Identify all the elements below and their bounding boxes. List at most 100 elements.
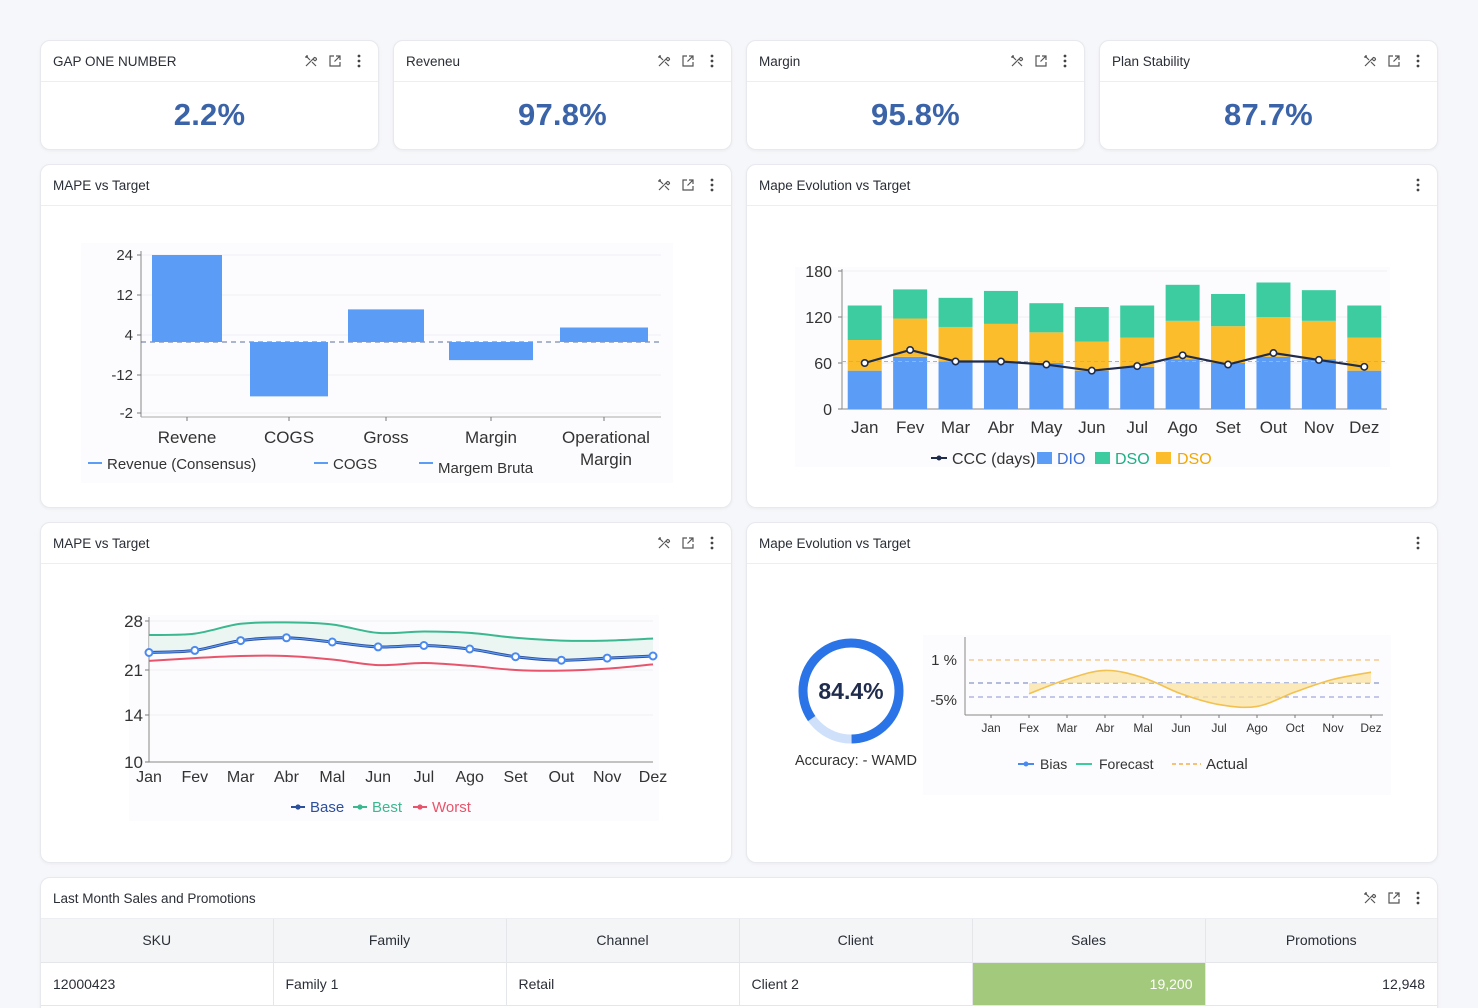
- y-tick-label: 28: [124, 612, 143, 631]
- more-options-icon[interactable]: [1057, 54, 1072, 69]
- column-header-promotions[interactable]: Promotions: [1205, 919, 1437, 963]
- y-tick-label: 10: [124, 753, 143, 772]
- bar-segment-dso: [1347, 305, 1382, 338]
- ccc-point: [1314, 355, 1323, 364]
- legend-label: Margem Bruta: [438, 460, 534, 477]
- y-tick-label: 24: [116, 247, 133, 264]
- settings-tools-icon[interactable]: [656, 536, 671, 551]
- x-tick-label: Mar: [941, 418, 971, 437]
- base-point: [373, 642, 383, 652]
- settings-tools-icon[interactable]: [656, 54, 671, 69]
- kpi-card-gap-one-number: GAP ONE NUMBER 2.2%: [40, 40, 379, 150]
- panel-header: MAPE vs Target: [41, 523, 731, 564]
- settings-tools-icon[interactable]: [656, 178, 671, 193]
- kpi-title: Margin: [759, 53, 801, 69]
- table-row[interactable]: 12000423 Family 1 Retail Client 2 19,200…: [41, 962, 1437, 1006]
- column-header-sku[interactable]: SKU: [41, 919, 274, 963]
- x-tick-label: Abr: [274, 769, 300, 786]
- column-header-family[interactable]: Family: [273, 919, 507, 963]
- bar-segment-dso: [1165, 284, 1200, 321]
- open-external-icon[interactable]: [1386, 891, 1401, 906]
- bar-segment-dio: [1165, 359, 1200, 409]
- open-external-icon[interactable]: [680, 178, 695, 193]
- bar-segment-dio: [847, 370, 882, 409]
- legend-label: Best: [372, 799, 403, 816]
- bar-segment-dso: [1029, 332, 1064, 363]
- settings-tools-icon[interactable]: [303, 54, 318, 69]
- bar-margin: [449, 342, 533, 361]
- x-tick-label: Jul: [414, 769, 434, 786]
- x-tick-label: Mar: [227, 769, 255, 786]
- x-tick-label: Out: [1260, 418, 1288, 437]
- x-tick-label: Operational: [562, 428, 650, 447]
- bar-segment-dso: [1120, 337, 1155, 367]
- settings-tools-icon[interactable]: [1009, 54, 1024, 69]
- open-external-icon[interactable]: [1386, 54, 1401, 69]
- open-external-icon[interactable]: [1033, 54, 1048, 69]
- open-external-icon[interactable]: [327, 54, 342, 69]
- sales-table: SKU Family Channel Client Sales Promotio…: [41, 919, 1437, 1006]
- more-options-icon[interactable]: [1410, 536, 1425, 551]
- more-options-icon[interactable]: [1410, 891, 1425, 906]
- x-tick-label: Set: [1215, 418, 1241, 437]
- ccc-point: [996, 357, 1005, 366]
- bar-segment-dso: [1256, 282, 1291, 317]
- ccc-point: [1042, 360, 1051, 369]
- x-tick-label: Abr: [988, 418, 1015, 437]
- kpi-title: Plan Stability: [1112, 53, 1191, 69]
- bar-segment-dso: [1211, 326, 1246, 363]
- column-header-client[interactable]: Client: [739, 919, 973, 963]
- more-options-icon[interactable]: [1410, 178, 1425, 193]
- base-point: [419, 641, 429, 650]
- x-tick-label: Margin: [580, 450, 632, 469]
- more-options-icon[interactable]: [351, 54, 366, 69]
- column-header-channel[interactable]: Channel: [506, 919, 740, 963]
- ccc-point: [1133, 362, 1142, 371]
- more-options-icon[interactable]: [704, 178, 719, 193]
- x-tick-label: Jul: [1211, 721, 1226, 735]
- x-tick-label: Fex: [1019, 721, 1039, 735]
- cell-client: Client 2: [739, 962, 973, 1006]
- ccc-point: [1360, 362, 1369, 371]
- y-tick-label: 1 %: [931, 652, 957, 669]
- bar-segment-dso: [1301, 290, 1336, 321]
- panel-title: Mape Evolution vs Target: [759, 535, 911, 551]
- open-external-icon[interactable]: [680, 54, 695, 69]
- x-tick-label: Jan: [851, 418, 878, 437]
- x-tick-label: Dez: [639, 769, 667, 786]
- kpi-value: 95.8%: [871, 97, 960, 132]
- kpi-card-header: Margin: [747, 41, 1084, 82]
- more-options-icon[interactable]: [704, 536, 719, 551]
- bar-segment-dso: [1301, 320, 1336, 360]
- bar-segment-dio: [938, 361, 973, 409]
- more-options-icon[interactable]: [704, 54, 719, 69]
- bar-segment-dso: [1029, 303, 1064, 333]
- base-point: [144, 648, 154, 657]
- x-tick-label: Dez: [1349, 418, 1379, 437]
- scenario-line-chart: 10 14 21 28 Jan Fev Mar Abr Mal Jun Jul Ago Set Out No…: [124, 612, 667, 821]
- panel-title: Mape Evolution vs Target: [759, 177, 911, 193]
- legend-label: CCC (days): [952, 451, 1036, 468]
- bar-segment-dio: [893, 356, 928, 409]
- y-tick-label: 180: [805, 264, 832, 281]
- legend-label: Bias: [1040, 756, 1067, 772]
- y-tick-label: 4: [125, 327, 133, 344]
- settings-tools-icon[interactable]: [1362, 891, 1377, 906]
- kpi-card-revenue: Reveneu 97.8%: [393, 40, 732, 150]
- ccc-point: [860, 359, 869, 368]
- legend-swatch: [1037, 452, 1052, 464]
- y-tick-label: 14: [124, 706, 143, 725]
- panel-header: Last Month Sales and Promotions: [41, 878, 1437, 919]
- kpi-card-header: Plan Stability: [1100, 41, 1437, 82]
- more-options-icon[interactable]: [1410, 54, 1425, 69]
- best-base-band: [149, 622, 653, 661]
- bar-segment-dso: [1120, 305, 1155, 338]
- ccc-point: [1178, 351, 1187, 360]
- x-tick-label: Gross: [363, 428, 408, 447]
- bar-segment-dio: [1120, 366, 1155, 409]
- x-tick-label: Ago: [1246, 721, 1268, 735]
- column-header-sales[interactable]: Sales: [972, 919, 1206, 963]
- legend-swatch: [1156, 452, 1171, 464]
- settings-tools-icon[interactable]: [1362, 54, 1377, 69]
- open-external-icon[interactable]: [680, 536, 695, 551]
